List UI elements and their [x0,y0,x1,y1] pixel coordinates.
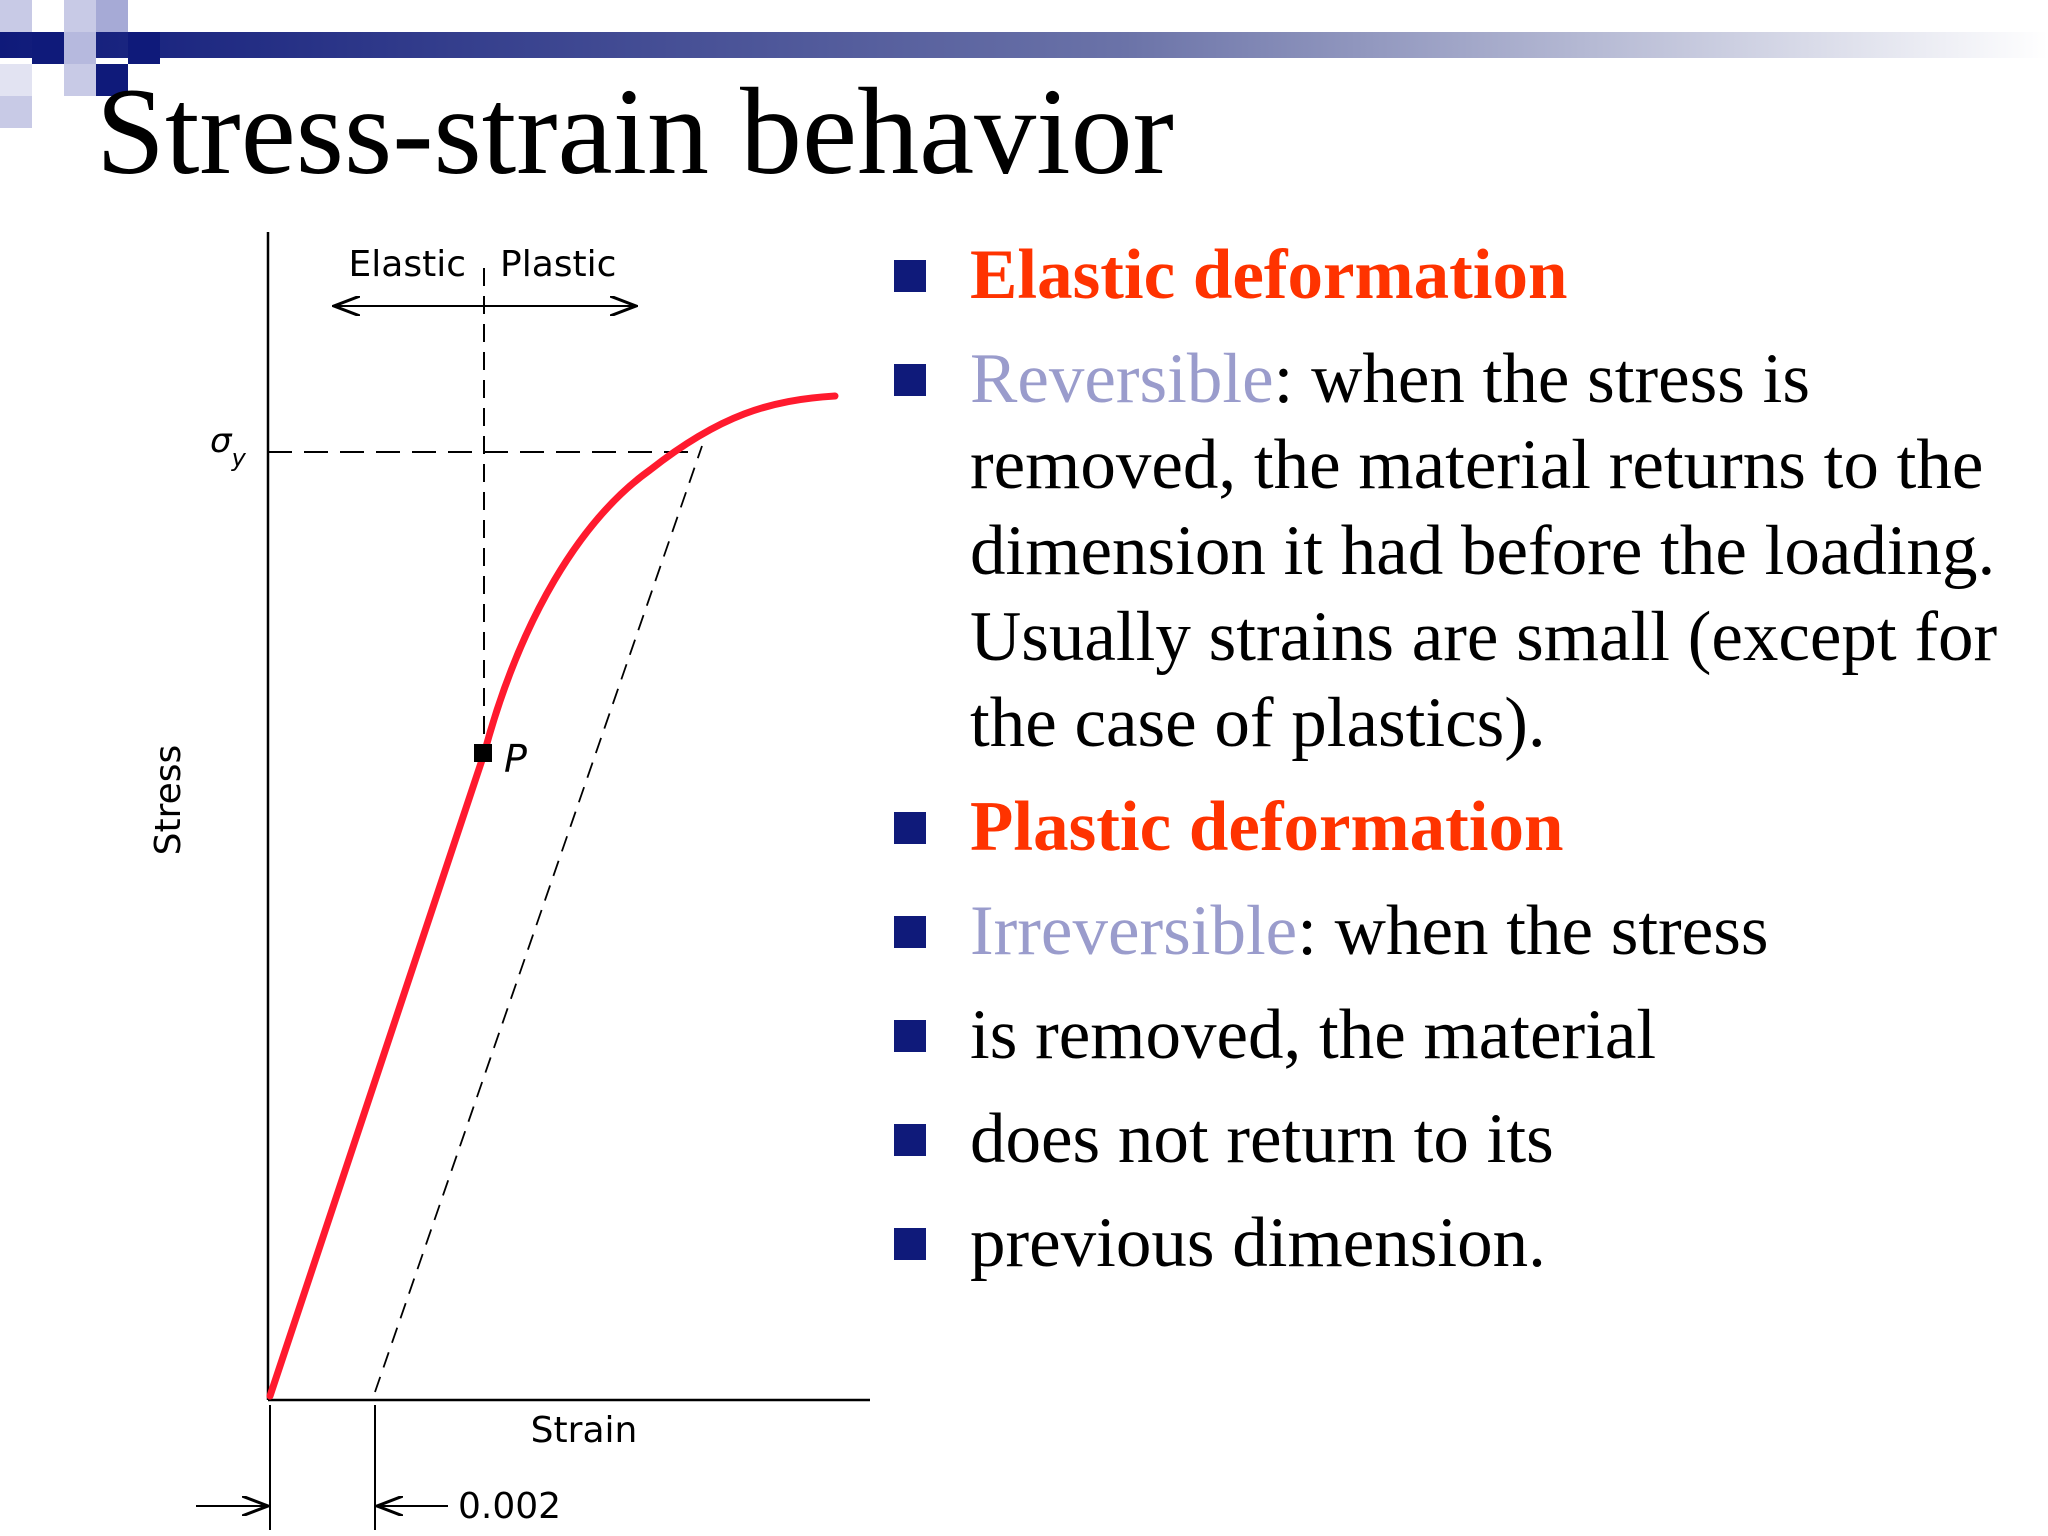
bullet-text: does not return to its [970,1100,1554,1178]
bullet-term: Irreversible [970,892,1298,970]
square-bullet-icon [894,364,926,396]
strain-axis-label: Strain [531,1410,638,1451]
stress-strain-diagram: Elastic Plastic σy P Stress Strain 0.002 [148,232,870,1530]
bullet-text: previous dimension. [970,1204,1546,1282]
bullet-text: : when the stress is removed, the materi… [970,340,1998,762]
bullet-item: Plastic deformation [890,784,2040,870]
square-bullet-icon [894,812,926,844]
square-bullet-icon [894,1020,926,1052]
bullet-heading: Plastic deformation [970,788,1564,866]
bullet-heading: Elastic deformation [970,236,1568,314]
bullet-term: Reversible [970,340,1274,418]
square-bullet-icon [894,1228,926,1260]
bullet-list: Elastic deformation Reversible: when the… [890,232,2040,1304]
plastic-label: Plastic [500,244,616,285]
bullet-item: is removed, the material [890,992,2040,1078]
square-bullet-icon [894,916,926,948]
bullet-item: Reversible: when the stress is removed, … [890,336,2040,766]
square-bullet-icon [894,1124,926,1156]
offset-line [374,445,703,1393]
square-bullet-icon [894,260,926,292]
bullet-item: does not return to its [890,1096,2040,1182]
offset-value-label: 0.002 [458,1486,561,1527]
bullet-item: Elastic deformation [890,232,2040,318]
bullet-text: is removed, the material [970,996,1657,1074]
proportional-limit-point [474,744,492,762]
elastic-label: Elastic [349,244,466,285]
slide-title: Stress-strain behavior [96,63,1174,200]
yield-stress-label: σy [210,421,247,472]
bullet-text: : when the stress [1297,892,1769,970]
stress-axis-label: Stress [148,745,189,856]
bullet-item: Irreversible: when the stress [890,888,2040,974]
proportional-limit-label: P [504,737,527,781]
stress-strain-curve [266,392,839,1400]
bullet-item: previous dimension. [890,1200,2040,1286]
header-decoration [0,0,2048,128]
